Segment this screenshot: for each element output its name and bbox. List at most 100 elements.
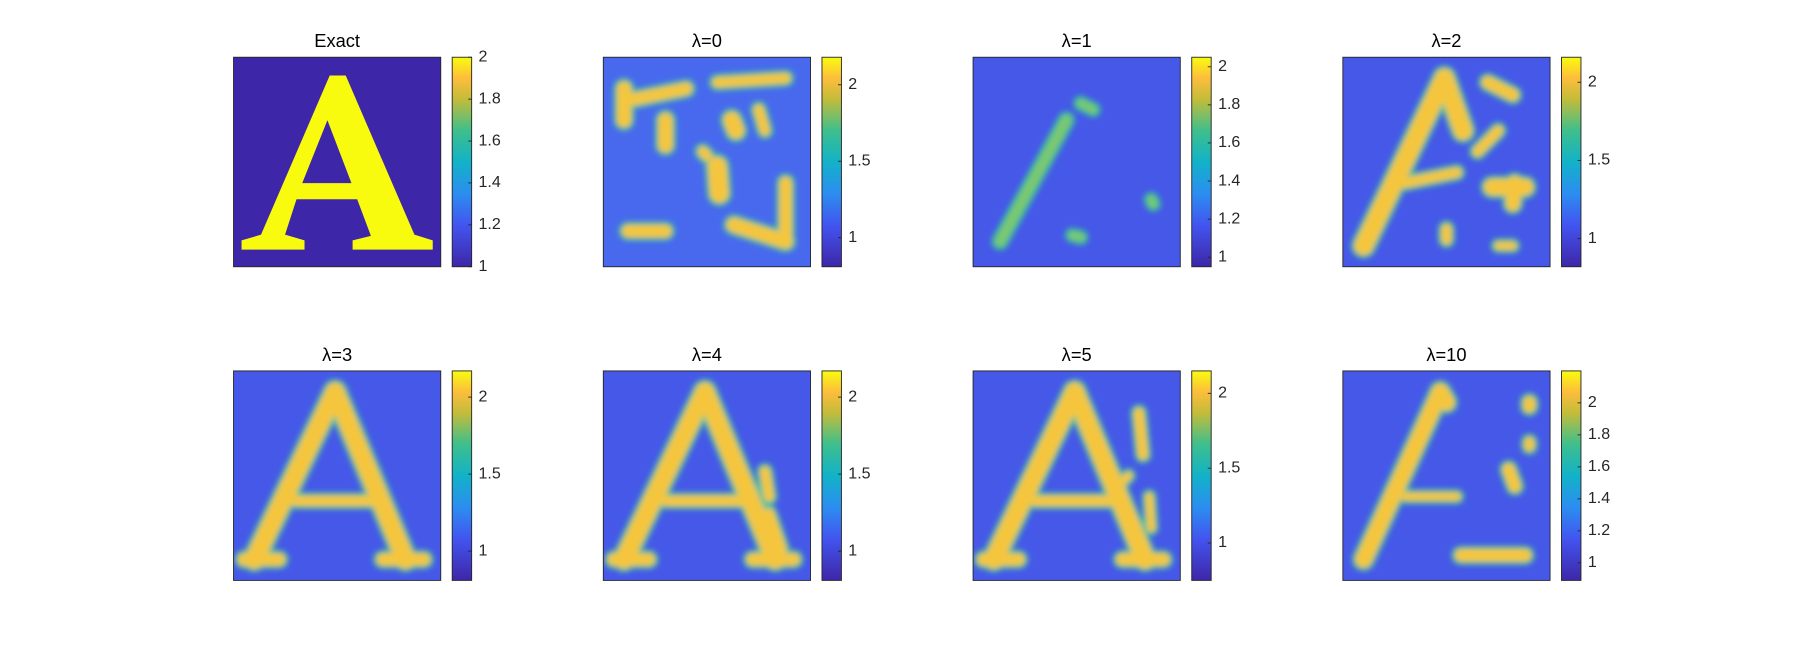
panel-title: λ=3 [322,344,352,365]
image-blob [1068,231,1085,242]
panel: λ=10 1 1.2 1.4 1.6 1.8 2 [1342,344,1610,581]
image [603,370,811,581]
colorbar [1191,56,1212,268]
image-blob [1354,68,1454,256]
colorbar-tick-label: 1 [479,541,488,559]
image-blob [1065,382,1155,569]
image-blob [723,111,745,139]
panel: λ=0 1 1.5 2 [602,30,871,268]
panel-title: λ=10 [1426,344,1466,365]
image-blob [1505,175,1523,212]
image-blob [1435,68,1473,140]
image-blob [1133,407,1149,460]
image [1342,57,1551,267]
image-shapes [1350,65,1537,259]
image-blob [1472,125,1504,157]
colorbar-tick-label: 1 [1218,533,1227,551]
panel: λ=2 1 1.5 2 [1342,30,1610,268]
colorbar-tick-label: 1.5 [479,464,501,482]
image-blob [1113,471,1133,491]
colorbar-tick-label: 2 [1218,384,1227,402]
image-shapes [1351,380,1539,572]
image-blob [1145,492,1156,533]
colorbar-tick-label: 1.2 [1588,521,1610,539]
colorbar [1561,370,1582,581]
image-blob [763,508,787,555]
colorbar-tick-label: 2 [1588,393,1597,411]
colorbar [821,56,842,268]
panel: λ=5 1 1.5 2 [972,344,1240,581]
colorbar-tick-label: 1.8 [1588,425,1610,443]
image [1342,370,1551,581]
image [233,57,441,267]
image-shape [241,75,433,250]
panel-title: λ=4 [692,344,722,365]
panel-title: λ=5 [1062,344,1092,365]
image-frame [602,370,811,581]
colorbar-tick-label: 1.8 [1218,95,1240,113]
image-frame [233,56,442,268]
image [973,57,1181,267]
image-blob [1481,76,1519,102]
image-blob [707,156,729,203]
image-blob [1502,463,1522,493]
panel: λ=1 1 1.2 1.4 1.6 1.8 2 [972,30,1240,268]
image-blob [1147,195,1158,209]
image-blob [695,382,785,569]
image-shapes [991,95,1161,251]
colorbar-tick-label: 1.2 [1218,209,1240,227]
image-blob [753,104,771,136]
colorbar-tick-label: 2 [848,387,857,405]
image-blob [1431,383,1455,411]
colorbar-tick-label: 1.4 [1588,489,1610,507]
colorbar-tick-label: 1.5 [848,151,870,169]
colorbar [451,370,473,581]
image-frame [1342,56,1551,268]
image-blob [994,114,1072,247]
colorbar-tick-label: 1 [1588,553,1597,571]
image-blob [1355,383,1449,568]
image-shapes [604,379,804,573]
image-frame [233,370,442,581]
panel-title: λ=1 [1062,30,1092,51]
panels: Exact 1 1.2 1.4 1.6 1.8 2 λ=0 1 1.5 2 λ=1 1 1.2 1.4 1.6… [233,30,1610,581]
colorbar-tick-label: 1.6 [479,131,501,149]
colorbar [1191,370,1212,581]
image-frame [972,370,1181,581]
colorbar-tick-label: 1.4 [1218,171,1240,189]
image-blob [759,466,775,502]
colorbar-tick-label: 1.4 [479,173,501,191]
image-blob [628,82,693,106]
image-blob [1076,99,1098,114]
panel-title: Exact [314,30,360,51]
colorbar-tick-label: 2 [479,387,488,405]
colorbar [1561,56,1582,268]
colorbar-tick-label: 2 [848,75,857,93]
image-blob [614,382,715,569]
colorbar-tick-label: 1.8 [479,89,501,107]
colorbar-tick-label: 1 [479,257,488,275]
image-blob [697,146,713,161]
panel-title: λ=0 [692,30,722,51]
image-shapes [234,379,434,573]
image-shapes [973,379,1174,573]
image-frame [602,56,811,268]
image-frame [972,56,1181,268]
colorbar [451,56,473,268]
image [603,57,811,267]
panel: λ=4 1 1.5 2 [602,344,871,581]
colorbar-tick-label: 1.5 [848,464,870,482]
image [233,370,441,581]
colorbar-tick-label: 1.5 [1588,151,1610,169]
colorbar-tick-label: 1.2 [479,215,501,233]
colorbar-tick-label: 2 [1218,57,1227,75]
image-shapes [613,69,797,253]
image-frame [1342,370,1551,581]
colorbar [821,370,842,581]
panel-title: λ=2 [1431,30,1461,51]
image-blob [726,217,793,249]
image [973,370,1181,581]
image-blob [1399,167,1462,189]
colorbar-tick-label: 1 [848,541,857,559]
